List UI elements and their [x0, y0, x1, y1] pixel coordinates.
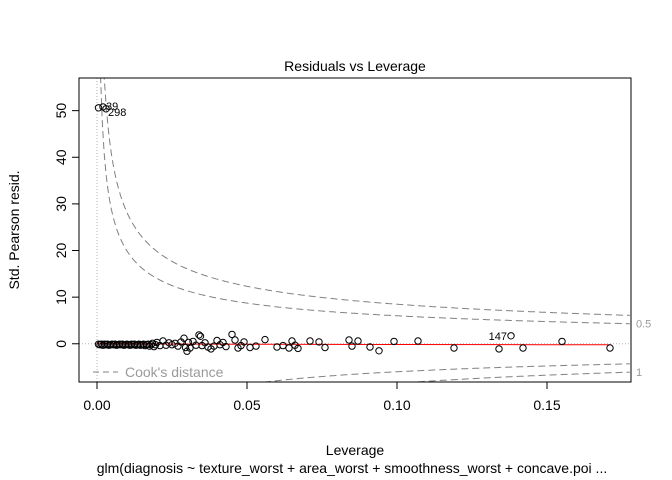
y-tick-label: 10 [53, 289, 69, 305]
data-point [519, 344, 527, 352]
smoother-line [96, 343, 611, 346]
data-point [315, 338, 323, 346]
data-point [285, 344, 293, 352]
y-tick-label: 20 [53, 243, 69, 259]
x-tick-label: 0.00 [83, 397, 110, 413]
y-tick-label: 40 [53, 149, 69, 165]
data-point [306, 337, 314, 345]
data-point [180, 334, 188, 342]
data-point [231, 336, 239, 344]
legend-label: Cook's distance [125, 364, 224, 380]
smoother-curve [96, 343, 611, 346]
data-point [196, 332, 205, 340]
cooks-level-labels: 0.51 [636, 319, 651, 379]
data-point [321, 343, 329, 352]
x-tick-label: 0.15 [533, 397, 560, 413]
y-tick-label: 50 [53, 103, 69, 119]
data-point [186, 344, 194, 352]
point-label: 147 [489, 331, 507, 343]
x-tick-label: 0.05 [233, 397, 260, 413]
cooks-curve-upper-1 [98, 77, 630, 316]
data-point [507, 332, 515, 340]
data-point [414, 337, 422, 345]
data-point [246, 343, 254, 352]
y-axis-label: Std. Pearson resid. [6, 170, 22, 289]
x-tick-label: 0.10 [383, 397, 410, 413]
data-point [348, 342, 356, 350]
plot-frame [78, 77, 632, 383]
data-point [345, 336, 353, 344]
model-subtitle: glm(diagnosis ~ texture_worst + area_wor… [97, 460, 607, 476]
data-point [558, 337, 566, 346]
data-point [390, 337, 398, 346]
cooks-level-label: 0.5 [636, 319, 651, 331]
point-label: 298 [108, 107, 126, 119]
point-label: 39 [106, 101, 118, 113]
data-point [102, 105, 110, 113]
data-point [354, 337, 362, 345]
x-axis: 0.00 0.05 0.10 0.15 [83, 381, 561, 413]
legend: Cook's distance [93, 364, 224, 380]
x-axis-label: Leverage [326, 442, 385, 458]
data-point [606, 344, 614, 352]
data-point [366, 343, 374, 351]
data-point [252, 342, 260, 350]
data-point [222, 342, 230, 351]
cooks-curve-upper-0 [98, 77, 630, 325]
data-point [261, 335, 269, 344]
data-point [450, 344, 458, 352]
y-tick-label: 0 [53, 340, 69, 348]
cooks-distance-curves [98, 77, 630, 383]
y-tick-label: 30 [53, 196, 69, 212]
reference-lines [79, 78, 631, 382]
data-point [240, 338, 248, 346]
data-point [228, 330, 236, 339]
data-point [94, 104, 103, 112]
data-point [294, 344, 302, 353]
data-point [375, 347, 383, 355]
chart-title: Residuals vs Leverage [284, 58, 426, 74]
y-axis: 0 10 20 30 40 50 [53, 103, 80, 348]
data-point [495, 345, 503, 353]
cooks-level-label: 1 [636, 367, 642, 379]
data-point [195, 331, 203, 339]
data-points [94, 103, 614, 355]
